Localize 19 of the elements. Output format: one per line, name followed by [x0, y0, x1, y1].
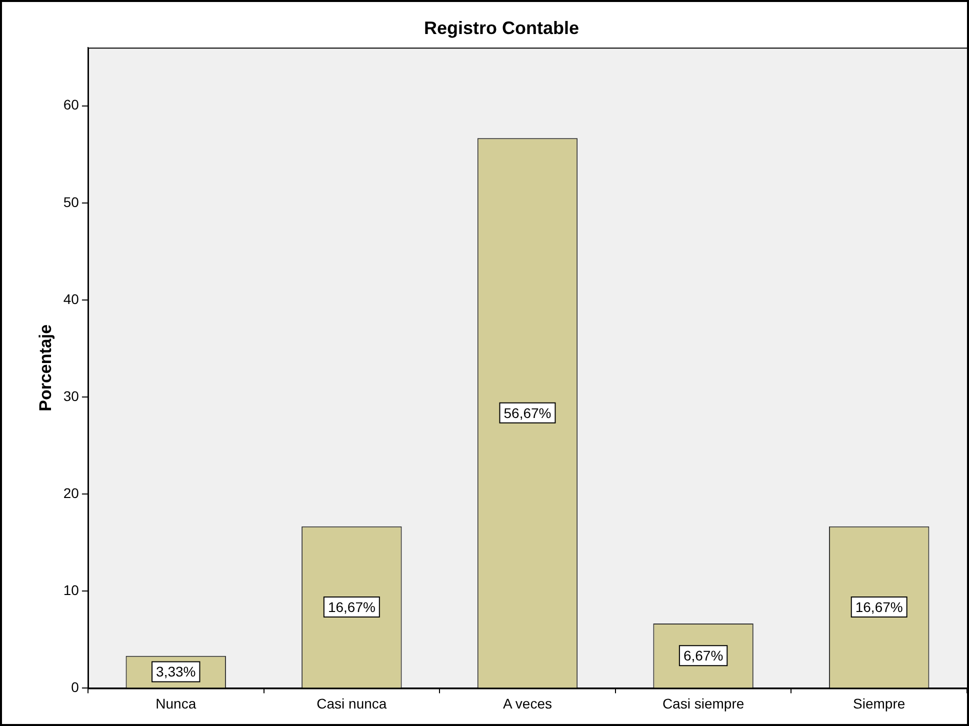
x-tick-label: A veces: [502, 695, 552, 712]
y-tick-label: 0: [71, 679, 80, 696]
chart-title: Registro Contable: [424, 18, 580, 38]
data-label: 3,33%: [156, 664, 196, 680]
y-tick-label: 20: [63, 484, 80, 501]
data-label: 56,67%: [504, 404, 552, 421]
data-label: 16,67%: [328, 598, 376, 615]
y-tick-label: 40: [63, 290, 80, 307]
data-label: 16,67%: [855, 598, 903, 615]
data-label: 6,67%: [683, 647, 724, 664]
y-tick-label: 10: [63, 582, 80, 598]
x-tick-label: Siempre: [853, 695, 906, 712]
y-tick-label: 60: [63, 96, 80, 113]
x-tick-label: Nunca: [156, 695, 196, 712]
y-tick-label: 30: [63, 388, 80, 404]
x-tick-label: Casi siempre: [662, 695, 744, 712]
x-tick-label: Casi nunca: [316, 695, 387, 712]
y-axis-title: Porcentaje: [36, 324, 55, 412]
y-tick-label: 50: [63, 194, 80, 210]
